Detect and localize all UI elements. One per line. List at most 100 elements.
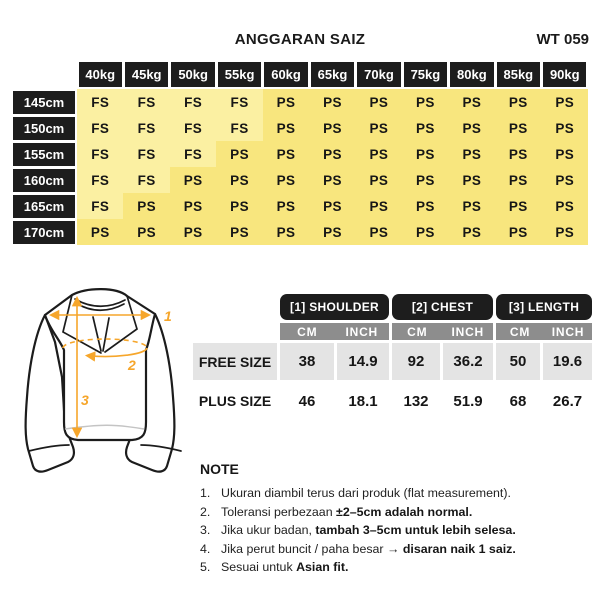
size-cell: FS — [216, 89, 263, 115]
size-cell: PS — [541, 219, 588, 245]
unit-cm-label: CM — [509, 324, 531, 339]
free-size-shoulder-inch: 14.9 — [337, 343, 389, 380]
size-cell: PS — [448, 219, 496, 245]
height-header-cell: 160cm — [13, 168, 75, 192]
note-item-number: 1. — [200, 486, 211, 500]
note-item: 3. Jika ukur badan, tambah 3–5cm untuk l… — [200, 521, 592, 540]
unit-inch-label: INCH — [451, 324, 485, 339]
size-cell: PS — [309, 167, 356, 193]
size-cell: FS — [169, 141, 217, 167]
size-cell: FS — [216, 115, 263, 141]
plus-size-length-inch: 26.7 — [552, 392, 583, 410]
size-cell: PS — [216, 219, 263, 245]
unit-inch-label: INCH — [551, 324, 585, 339]
size-cell: FS — [169, 89, 217, 115]
weight-height-size-table: 40kg 45kg 50kg 55kg 60kg 65kg 70kg 75kg 80kg 85kg… — [13, 62, 588, 245]
height-header-cell: 165cm — [13, 194, 75, 218]
size-cell: PS — [77, 219, 124, 245]
chest-measure-arrow — [84, 347, 148, 362]
unit-cm-label: CM — [297, 324, 318, 339]
corner-spacer — [13, 62, 77, 89]
size-cell: FS — [77, 115, 124, 141]
units-chest: CM INCH — [392, 323, 493, 340]
note-title: NOTE — [200, 461, 239, 477]
note-item-number: 2. — [200, 504, 211, 519]
annotation-2: 2 — [127, 357, 136, 373]
plus-size-chest-inch: 51.9 — [453, 392, 483, 410]
unit-inch-label: INCH — [345, 324, 379, 339]
plus-size-shoulder-inch: 18.1 — [348, 392, 378, 410]
size-cell: PS — [262, 89, 310, 115]
size-cell: PS — [448, 89, 496, 115]
size-cell: PS — [262, 167, 310, 193]
size-cell: PS — [402, 89, 449, 115]
measurement-table: [1] SHOULDER [2] CHEST [3] LENGTH CM INC… — [193, 294, 592, 419]
size-cell: PS — [402, 167, 449, 193]
note-section: NOTE 1. Ukuran diambil terus dari produk… — [200, 461, 592, 577]
note-item-number: 4. — [200, 541, 211, 556]
height-header-cell: 145cm — [13, 90, 75, 114]
note-item: 1. Ukuran diambil terus dari produk (fla… — [200, 484, 592, 503]
size-cell: PS — [123, 193, 170, 219]
size-cell: PS — [495, 193, 542, 219]
size-cell: PS — [448, 141, 496, 167]
size-cell: PS — [355, 219, 403, 245]
size-cell: PS — [541, 141, 588, 167]
size-cell: PS — [262, 115, 310, 141]
header-spacer — [193, 323, 277, 340]
free-size-shoulder-cm: 38 — [280, 343, 334, 380]
weight-header-cell: 45kg — [124, 62, 169, 87]
size-cell: PS — [309, 141, 356, 167]
size-cell: PS — [355, 115, 403, 141]
size-cell: PS — [355, 141, 403, 167]
size-cell: PS — [495, 219, 542, 245]
size-cell: PS — [309, 219, 356, 245]
weight-header-cell: 55kg — [217, 62, 262, 87]
units-shoulder: CM INCH — [280, 323, 389, 340]
size-cell: PS — [309, 89, 356, 115]
size-cell: FS — [123, 115, 170, 141]
size-cell: PS — [355, 167, 403, 193]
plus-size-shoulder-cm: 46 — [298, 392, 316, 410]
size-cell: PS — [309, 193, 356, 219]
size-cell: FS — [77, 89, 124, 115]
note-item-number: 3. — [200, 523, 211, 537]
size-cell: PS — [495, 141, 542, 167]
size-cell: PS — [402, 141, 449, 167]
weight-header-cell: 70kg — [357, 62, 401, 87]
size-cell: PS — [495, 167, 542, 193]
annotation-1: 1 — [164, 308, 172, 324]
free-size-length-inch: 19.6 — [543, 343, 592, 380]
size-cell: PS — [123, 219, 170, 245]
size-cell: PS — [402, 193, 449, 219]
size-cell: FS — [123, 167, 170, 193]
weight-header-cell: 50kg — [171, 62, 215, 87]
tab-length: [3] LENGTH — [496, 294, 592, 320]
free-size-chest-cm: 92 — [392, 343, 440, 380]
size-cell: PS — [541, 115, 588, 141]
size-cell: PS — [216, 141, 263, 167]
plus-size-chest-cm: 132 — [403, 392, 429, 410]
size-cell: PS — [169, 193, 217, 219]
row-label-plus-size: PLUS SIZE — [198, 393, 272, 409]
plus-size-length-cm: 68 — [509, 392, 527, 410]
weight-header-cell: 75kg — [403, 62, 448, 87]
size-cell: PS — [216, 167, 263, 193]
tab-shoulder: [1] SHOULDER — [280, 294, 389, 320]
size-cell: PS — [448, 193, 496, 219]
chest-ellipse-dashed — [62, 338, 148, 349]
height-header-cell: 155cm — [13, 142, 75, 166]
size-cell: PS — [448, 167, 496, 193]
row-label-free-size: FREE SIZE — [193, 343, 277, 380]
garment-diagram: 1 2 3 — [24, 288, 182, 473]
weight-header-cell: 65kg — [310, 62, 355, 87]
size-cell: PS — [309, 115, 356, 141]
size-cell: PS — [355, 193, 403, 219]
weight-header-cell: 85kg — [496, 62, 541, 87]
size-cell: PS — [448, 115, 496, 141]
size-cell: FS — [123, 141, 170, 167]
size-cell: FS — [169, 115, 217, 141]
height-header-cell: 170cm — [13, 220, 75, 244]
size-cell: PS — [541, 193, 588, 219]
note-item: 2. Toleransi perbezaan ±2–5cm adalah nor… — [200, 503, 592, 522]
